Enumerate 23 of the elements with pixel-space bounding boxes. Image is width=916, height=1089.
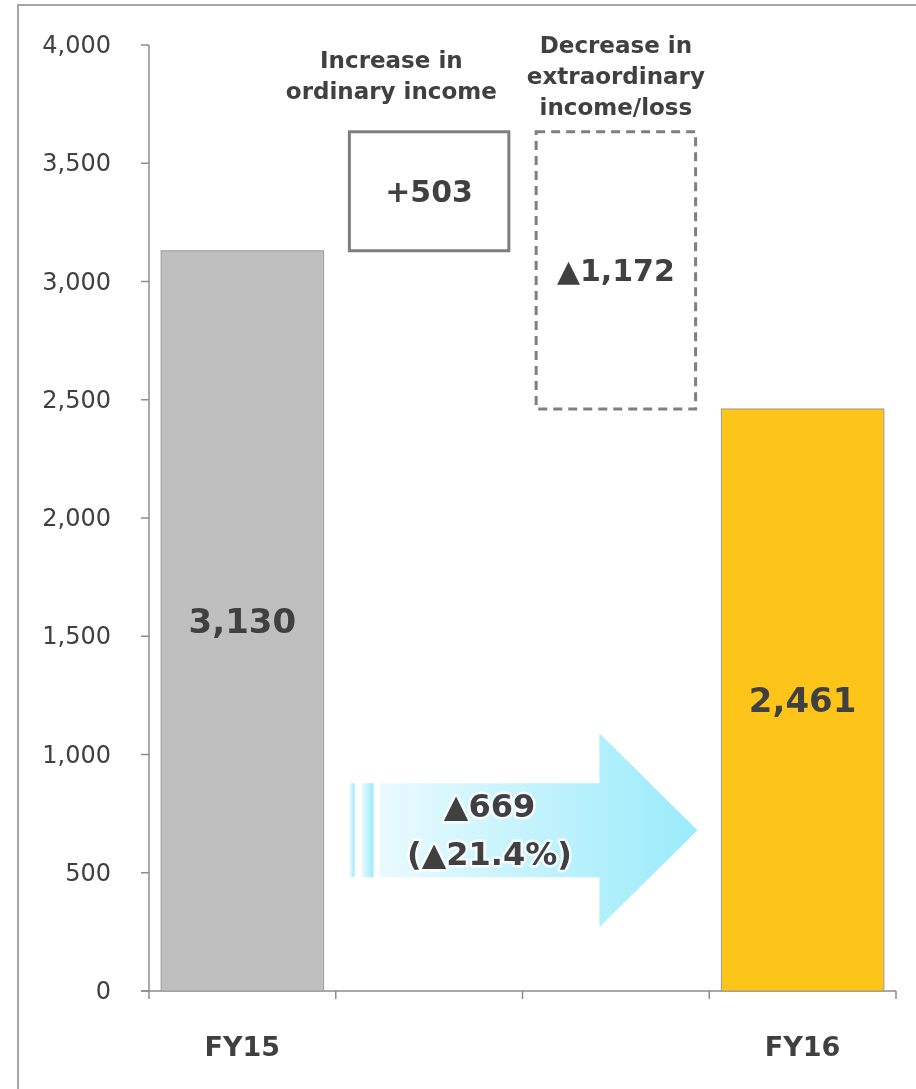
x-tick-label: Decrease in extraordinary income/loss [526, 31, 705, 120]
y-tick-label: 1,500 [42, 622, 111, 651]
y-tick-label: 3,500 [42, 149, 111, 178]
y-tick-label: 0 [95, 977, 111, 1005]
bar [534, 130, 698, 411]
y-tick-label: 2,500 [42, 385, 111, 414]
x-tick-label: FY16 [764, 1030, 841, 1062]
bar [160, 250, 325, 992]
data-label: 3,130 [188, 600, 297, 641]
y-tick-label: 3,000 [42, 267, 111, 296]
x-tick-label: Increase in ordinary income [285, 47, 497, 105]
y-tick-label: 1,000 [42, 740, 111, 769]
data-label: 2,461 [748, 679, 857, 720]
bar [347, 130, 511, 253]
x-tick-label: FY15 [204, 1030, 281, 1062]
y-tick-label: 2,000 [42, 504, 111, 532]
y-tick-label: 500 [65, 858, 111, 887]
annotation: ▲669 [443, 787, 536, 826]
data-label: ▲1,172 [556, 252, 675, 288]
bar [720, 408, 885, 992]
y-tick-label: 4,000 [42, 31, 111, 59]
annotation: (▲21.4%) [407, 835, 572, 874]
data-label: +503 [385, 173, 474, 209]
